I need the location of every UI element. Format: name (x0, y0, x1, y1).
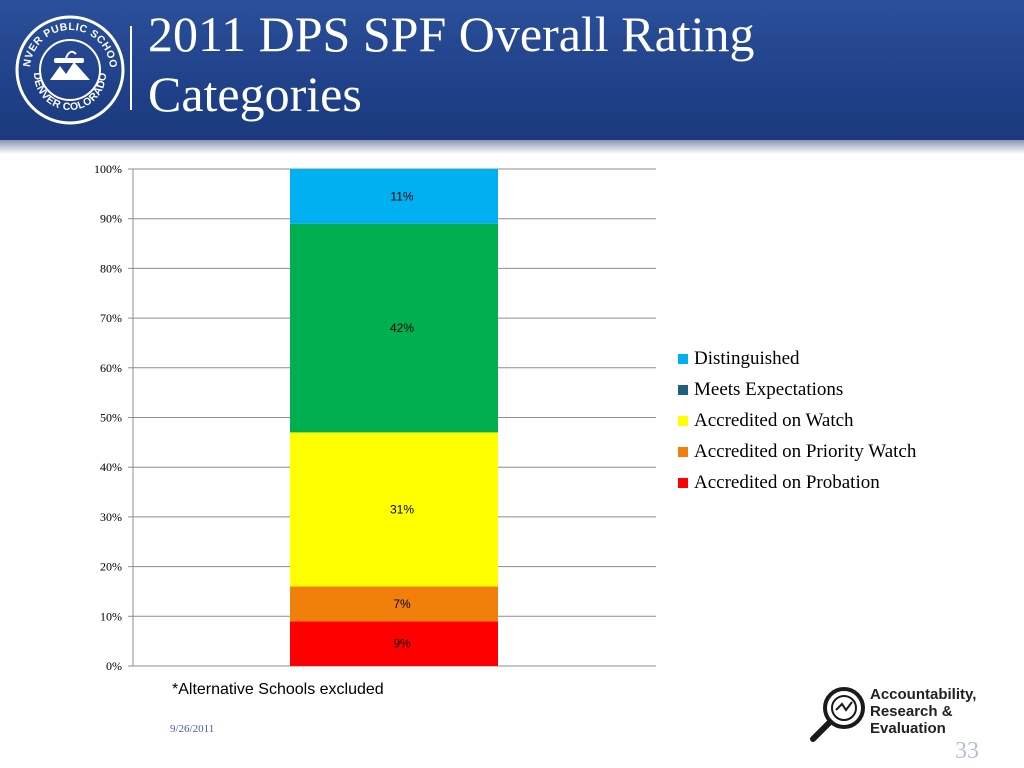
data-label: 7% (393, 597, 411, 611)
chart-legend: Distinguished Meets Expectations Accredite… (678, 343, 916, 498)
chart-y-ticks: 0% 10% 20% 30% 40% 50% 60% 70% 80% 90% 100% (94, 162, 133, 673)
bar-segment-accredited-on-priority-watch (290, 586, 498, 622)
logo-line-3: Evaluation (870, 720, 946, 737)
slide-number: 33 (955, 738, 979, 764)
title-line-2: Categories (148, 66, 362, 122)
legend-item: Accredited on Priority Watch (678, 436, 916, 467)
legend-swatch (678, 415, 688, 426)
legend-label: Meets Expectations (694, 378, 844, 400)
stacked-bar-chart: 0% 10% 20% 30% 40% 50% 60% 70% 80% 90% 100% 9% 7% 31… (94, 162, 656, 673)
data-label: 31% (390, 502, 414, 516)
chart-data-labels: 9% 7% 31% 42% 11% (390, 189, 414, 650)
logo-line-2: Research & (870, 703, 953, 720)
y-tick-label: 30% (100, 510, 122, 524)
slide-header: DENVER PUBLIC SCHOOLS DENVER COLORADO 20… (0, 0, 1024, 140)
chart-bars (290, 169, 498, 666)
bar-segment-distinguished (290, 169, 498, 224)
y-tick-label: 20% (100, 560, 122, 574)
y-tick-label: 10% (100, 609, 122, 623)
legend-swatch (678, 353, 688, 364)
y-tick-label: 100% (94, 162, 122, 176)
data-label: 9% (393, 637, 411, 651)
dps-seal-icon: DENVER PUBLIC SCHOOLS DENVER COLORADO (14, 14, 125, 125)
legend-label: Accredited on Priority Watch (694, 440, 917, 462)
legend-swatch (678, 477, 688, 488)
data-label: 11% (390, 189, 413, 203)
bar-segment-meets-expectations (290, 223, 498, 433)
logo-text: Accountability, Research & Evaluation (870, 686, 976, 737)
legend-label: Distinguished (694, 347, 800, 369)
legend-swatch (678, 446, 688, 457)
legend-item: Accredited on Probation (678, 467, 916, 498)
y-tick-label: 40% (100, 460, 122, 474)
legend-label: Accredited on Watch (694, 409, 854, 431)
legend-swatch (678, 384, 688, 395)
y-tick-label: 50% (100, 411, 122, 425)
slide-date: 9/26/2011 (170, 723, 215, 735)
legend-label: Accredited on Probation (694, 471, 880, 493)
y-tick-label: 80% (100, 261, 122, 275)
y-tick-label: 70% (100, 311, 122, 325)
logo-line-1: Accountability, (870, 686, 977, 703)
header-shadow (0, 140, 1024, 154)
are-logo: Accountability, Research & Evaluation (808, 684, 998, 744)
y-tick-label: 0% (106, 659, 122, 673)
legend-item: Accredited on Watch (678, 405, 916, 436)
bar-segment-accredited-on-probation (290, 621, 498, 666)
magnifying-glass-icon (810, 687, 865, 742)
footnote: *Alternative Schools excluded (172, 681, 384, 698)
y-tick-label: 60% (100, 361, 122, 375)
title-line-1: 2011 DPS SPF Overall Rating (148, 6, 755, 62)
legend-item: Distinguished (678, 343, 916, 374)
legend-item: Meets Expectations (678, 374, 916, 405)
bar-segment-accredited-on-watch (290, 432, 498, 587)
seal-divider (130, 26, 132, 110)
y-tick-label: 90% (100, 212, 122, 226)
data-label: 42% (390, 321, 414, 335)
slide-title: 2011 DPS SPF Overall Rating Categories (148, 4, 1008, 124)
